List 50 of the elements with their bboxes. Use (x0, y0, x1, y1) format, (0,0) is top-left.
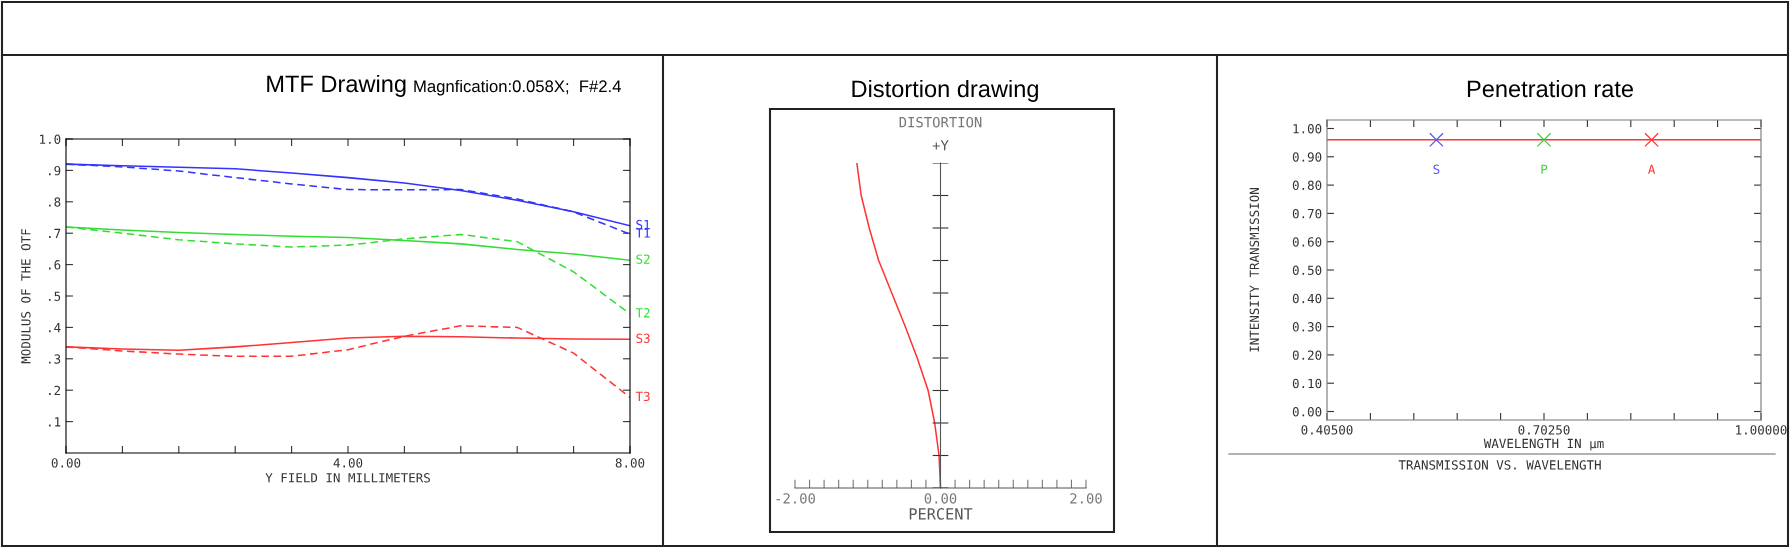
x-axis-title: PERCENT (909, 508, 973, 520)
chart-title: Penetration rate (1467, 79, 1633, 98)
chart-title: Distortion drawing (852, 79, 1038, 102)
y-tick-label: .5 (49, 291, 61, 301)
series-label: T3 (635, 391, 650, 402)
x-tick-label: 2.00 (1070, 493, 1102, 504)
x-tick-label: 0.00 (924, 493, 957, 504)
x-axis-title: WAVELENGTH IN µm (1483, 438, 1604, 451)
y-tick-label: 0.80 (1292, 180, 1322, 191)
x-axis-title: Y FIELD IN MILLIMETERS (265, 473, 430, 483)
chart-subtitle: Magnfication:0.058X; F#2.4 (414, 79, 621, 96)
y-tick-label: 1.0 (40, 134, 61, 144)
y-tick-label: .1 (49, 417, 61, 427)
chart-title: MTF Drawing (267, 74, 406, 97)
y-tick-label: 0.30 (1292, 322, 1322, 332)
y-tick-label: .4 (49, 323, 61, 333)
x-tick-label: 4.00 (333, 458, 363, 468)
series-label: P (1541, 164, 1548, 174)
y-axis-title: INTENSITY TRANSMISSION (1249, 188, 1260, 352)
y-tick-label: 0.90 (1292, 152, 1322, 162)
series-label: S2 (636, 254, 650, 264)
text: TRANSMISSION VS. WAVELENGTH (1398, 460, 1601, 470)
y-tick-label: .7 (49, 228, 61, 238)
chart-subtitle: DISTORTION (899, 116, 982, 128)
series-label: S1 (636, 219, 650, 230)
y-tick-label: .6 (49, 260, 61, 270)
y-tick-label: 0.10 (1292, 378, 1322, 389)
x-tick-label: -2.00 (776, 493, 815, 504)
y-tick-label: 0.60 (1292, 237, 1322, 247)
x-tick-label: 0.70250 (1518, 425, 1570, 435)
y-tick-label: 0.20 (1292, 350, 1322, 360)
series-label: A (1648, 164, 1656, 174)
x-tick-label: 8.00 (615, 458, 645, 468)
y-tick-label: 0.70 (1292, 208, 1322, 219)
x-tick-label: 0.40500 (1301, 425, 1353, 435)
y-tick-label: .2 (49, 385, 61, 395)
y-tick-label: 0.50 (1292, 265, 1322, 275)
y-tick-label: .3 (49, 354, 61, 364)
series-label: S (1433, 164, 1440, 175)
y-tick-label: 0.00 (1292, 407, 1322, 417)
y-tick-label: 1.00 (1293, 124, 1322, 134)
series-label: T2 (635, 308, 650, 318)
series-label: T1 (635, 228, 650, 238)
x-tick-label: 1.00000 (1736, 425, 1787, 435)
y-tick-label: .9 (49, 165, 61, 176)
y-tick-label: .8 (49, 197, 61, 207)
y-axis-title: +Y (932, 140, 949, 151)
series-label: S3 (636, 333, 650, 343)
y-axis-title: MODULUS OF THE OTF (21, 229, 31, 364)
y-tick-label: 0.40 (1292, 293, 1322, 304)
